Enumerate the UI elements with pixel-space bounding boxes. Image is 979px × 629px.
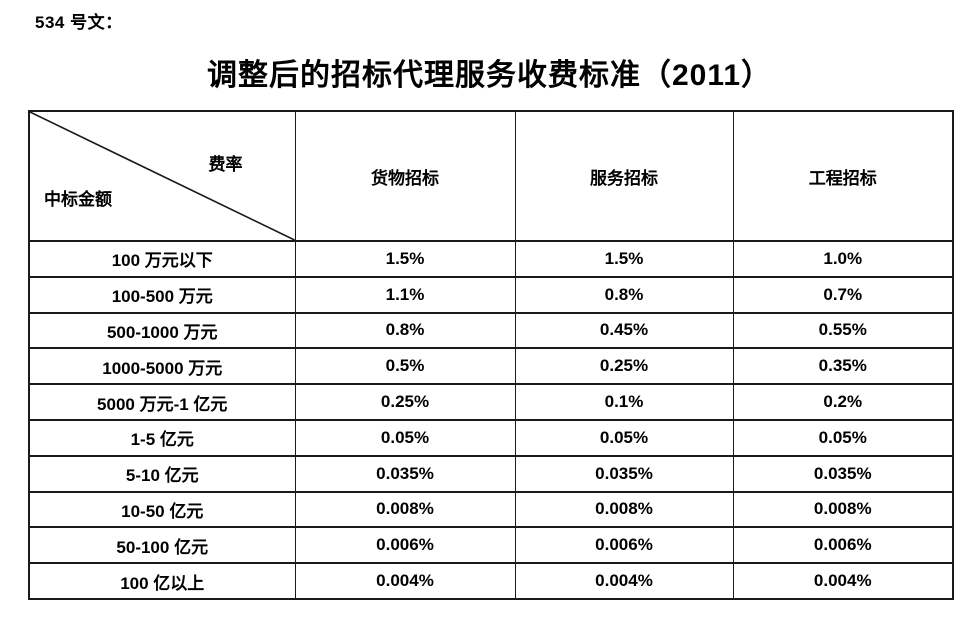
table-row: 100-500 万元 1.1% 0.8% 0.7%	[28, 275, 954, 314]
table-row: 10-50 亿元 0.008% 0.008% 0.008%	[28, 490, 954, 529]
fee-value: 0.35%	[732, 347, 954, 386]
table-row: 50-100 亿元 0.006% 0.006% 0.006%	[28, 526, 954, 565]
row-label: 1000-5000 万元	[28, 347, 296, 386]
fee-value: 0.55%	[732, 311, 954, 350]
fee-value: 1.0%	[732, 240, 954, 278]
table-row: 100 万元以下 1.5% 1.5% 1.0%	[28, 240, 954, 278]
corner-label-fee-rate: 费率	[208, 155, 243, 174]
row-label: 100-500 万元	[28, 275, 296, 314]
fee-value: 0.035%	[514, 454, 734, 493]
page-title: 调整后的招标代理服务收费标准（2011）	[206, 59, 773, 92]
table-row: 100 亿以上 0.004% 0.004% 0.004%	[28, 562, 954, 600]
fee-value: 0.7%	[732, 275, 954, 314]
fee-value: 0.05%	[294, 418, 516, 457]
fee-value: 0.006%	[732, 526, 954, 565]
row-label: 10-50 亿元	[28, 490, 296, 529]
column-header-engineering-bidding: 工程招标	[732, 110, 954, 242]
table-row: 5000 万元-1 亿元 0.25% 0.1% 0.2%	[28, 383, 954, 421]
fee-value: 0.2%	[732, 383, 954, 421]
fee-value: 0.25%	[514, 347, 734, 386]
column-header-goods-bidding: 货物招标	[294, 110, 516, 242]
diagonal-divider-line	[30, 112, 295, 240]
row-label: 100 亿以上	[28, 562, 296, 600]
fee-value: 0.5%	[294, 347, 516, 386]
fee-value: 0.035%	[294, 454, 516, 493]
table-row: 1-5 亿元 0.05% 0.05% 0.05%	[28, 418, 954, 457]
table-row: 1000-5000 万元 0.5% 0.25% 0.35%	[28, 347, 954, 386]
fee-value: 0.004%	[294, 562, 516, 600]
row-label: 5000 万元-1 亿元	[28, 383, 296, 421]
fee-value: 0.45%	[514, 311, 734, 350]
row-label: 1-5 亿元	[28, 418, 296, 457]
fee-value: 0.008%	[514, 490, 734, 529]
fee-value: 0.006%	[514, 526, 734, 565]
row-label: 500-1000 万元	[28, 311, 296, 350]
fee-standard-table: 费率 中标金额 货物招标 服务招标 工程招标 100 万元以下 1.5% 1.5…	[28, 110, 954, 600]
fee-value: 0.004%	[514, 562, 734, 600]
row-label: 5-10 亿元	[28, 454, 296, 493]
fee-value: 0.8%	[294, 311, 516, 350]
fee-value: 0.8%	[514, 275, 734, 314]
table-row: 500-1000 万元 0.8% 0.45% 0.55%	[28, 311, 954, 350]
fee-value: 0.1%	[514, 383, 734, 421]
table-row: 5-10 亿元 0.035% 0.035% 0.035%	[28, 454, 954, 493]
fee-value: 1.5%	[514, 240, 734, 278]
row-label: 100 万元以下	[28, 240, 296, 278]
row-label: 50-100 亿元	[28, 526, 296, 565]
table-corner-cell: 费率 中标金额	[28, 110, 296, 242]
fee-value: 0.05%	[514, 418, 734, 457]
fee-value: 0.035%	[732, 454, 954, 493]
fee-value: 0.25%	[294, 383, 516, 421]
fee-value: 0.008%	[294, 490, 516, 529]
fee-value: 0.05%	[732, 418, 954, 457]
column-header-service-bidding: 服务招标	[514, 110, 734, 242]
header-row: 费率 中标金额 货物招标 服务招标 工程招标	[28, 110, 954, 242]
fee-value: 0.006%	[294, 526, 516, 565]
fee-value: 0.008%	[732, 490, 954, 529]
corner-label-bid-amount: 中标金额	[44, 190, 112, 209]
fee-value: 1.1%	[294, 275, 516, 314]
fee-value: 1.5%	[294, 240, 516, 278]
doc-number: 534 号文：	[35, 13, 123, 32]
fee-value: 0.004%	[732, 562, 954, 600]
